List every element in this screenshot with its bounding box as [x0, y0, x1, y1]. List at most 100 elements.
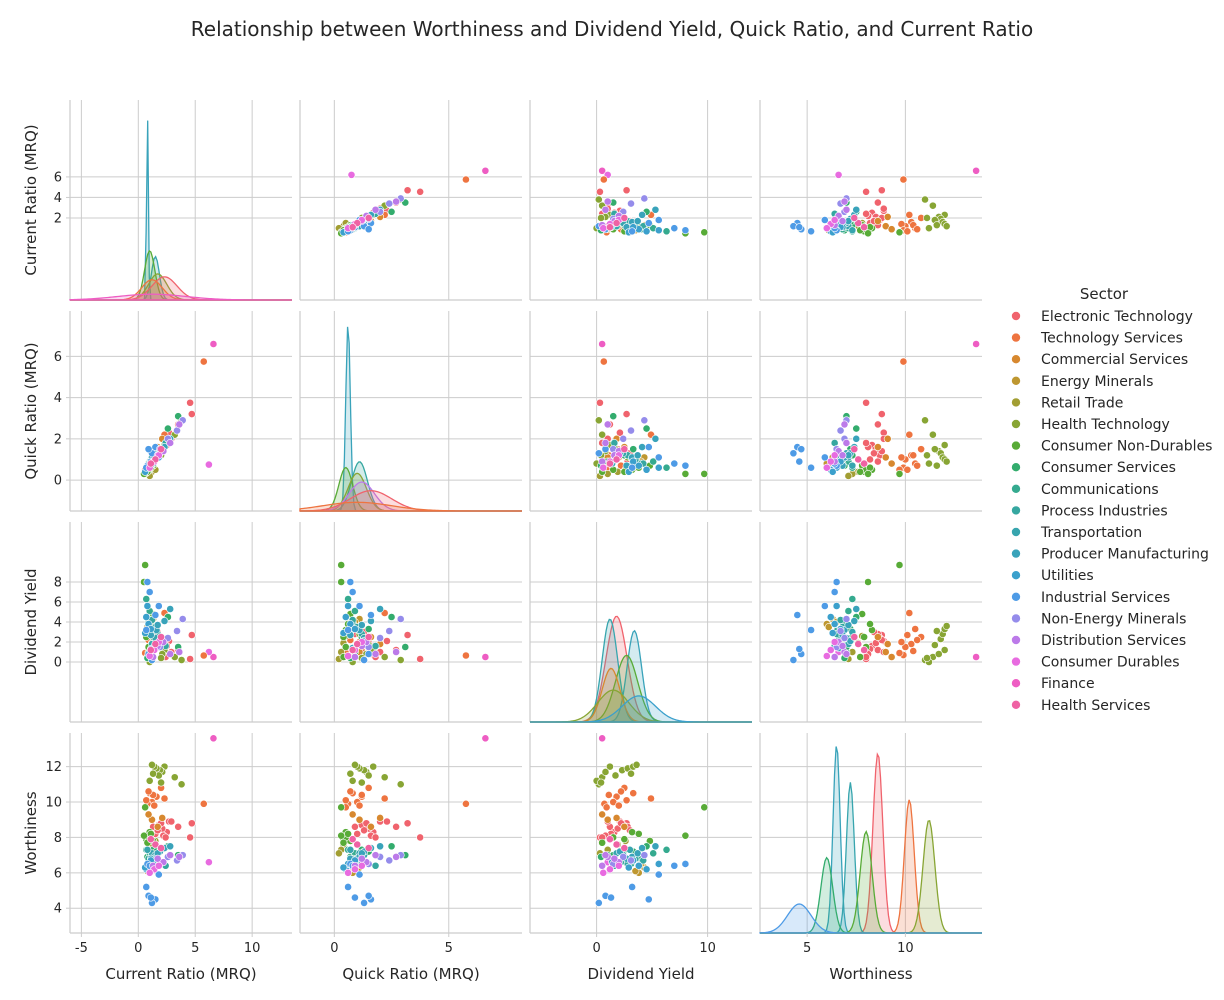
scatter-point [154, 870, 163, 879]
scatter-point [654, 226, 663, 235]
scatter-point [481, 166, 490, 175]
scatter-point [797, 445, 806, 454]
scatter-point [852, 605, 861, 613]
scatter-point [204, 460, 213, 469]
y-tick-label: 2 [54, 432, 62, 447]
x-tick-label: 10 [699, 941, 716, 956]
scatter-point [146, 835, 155, 844]
scatter-point [917, 445, 925, 454]
scatter-point [628, 828, 637, 837]
y-tick-label: 4 [54, 191, 62, 206]
scatter-point [596, 398, 604, 407]
scatter-point [633, 217, 642, 225]
scatter-point [634, 861, 643, 870]
scatter-point [617, 787, 625, 796]
legend-item: Consumer Services [1011, 460, 1176, 476]
scatter-point [619, 434, 628, 443]
legend-label: Utilities [1041, 568, 1094, 584]
scatter-point [647, 794, 655, 803]
panel-worthiness-vs-worthiness: 5 10 Worthiness [759, 733, 982, 983]
legend-item: Health Services [1011, 698, 1150, 714]
scatter-point [838, 217, 847, 225]
scatter-point [144, 445, 153, 454]
scatter-point [895, 649, 904, 657]
scatter-point [611, 771, 620, 780]
scatter-point [596, 187, 604, 196]
scatter-point [166, 650, 175, 658]
scatter-point [822, 463, 831, 472]
scatter-point [166, 439, 175, 447]
scatter-point [383, 637, 391, 645]
scatter-point [598, 166, 607, 175]
scatter-point [601, 851, 610, 860]
scatter-point [594, 899, 603, 907]
scatter-point [607, 893, 615, 902]
scatter-point [923, 214, 931, 222]
legend-label: Health Technology [1041, 417, 1170, 433]
scatter-point [620, 822, 629, 831]
scatter-point [854, 640, 863, 648]
scatter-point [403, 186, 412, 195]
y-tick-label: 6 [54, 170, 62, 185]
scatter-point [928, 430, 937, 439]
scatter-point [364, 650, 373, 658]
kde-curve [300, 326, 522, 512]
legend-swatch [1011, 332, 1021, 343]
scatter-point [145, 868, 154, 877]
legend-label: Producer Manufacturing [1041, 547, 1209, 563]
panel-dividend-vs-worthiness [759, 522, 982, 723]
scatter-point [157, 778, 165, 787]
scatter-point [620, 214, 629, 222]
panel-current-vs-quick [299, 100, 522, 301]
scatter-point [199, 651, 208, 660]
scatter-point [852, 434, 861, 443]
x-tick-label: 10 [244, 941, 261, 956]
scatter-point [357, 861, 366, 870]
scatter-point [346, 845, 355, 854]
kde-curve [759, 903, 982, 934]
scatter-point [599, 224, 608, 233]
scatter-point [403, 631, 412, 639]
legend-swatch [1011, 699, 1021, 710]
legend-label: Consumer Services [1041, 460, 1176, 476]
scatter-point [840, 197, 849, 206]
scatter-point [628, 227, 637, 236]
scatter-point [209, 734, 218, 743]
scatter-point [629, 789, 638, 798]
scatter-point [146, 646, 155, 654]
scatter-point [632, 760, 641, 769]
scatter-point [830, 638, 839, 646]
scatter-point [396, 780, 405, 789]
scatter-point [144, 810, 153, 819]
scatter-point [840, 420, 849, 429]
scatter-point [932, 627, 941, 635]
scatter-point [371, 833, 380, 842]
scatter-point [633, 451, 642, 460]
scatter-point [830, 653, 839, 661]
scatter-point [142, 595, 151, 603]
scatter-point [150, 801, 159, 810]
scatter-point [357, 854, 366, 863]
scatter-point [351, 653, 359, 661]
scatter-point [826, 646, 835, 654]
scatter-point [789, 656, 798, 664]
scatter-point [700, 803, 709, 812]
y-tick-label: 6 [54, 596, 62, 611]
legend-item: Transportation [1011, 525, 1142, 541]
scatter-point [351, 893, 359, 902]
scatter-point [638, 844, 647, 852]
legend-swatch [1011, 311, 1021, 321]
scatter-point [151, 611, 160, 619]
scatter-point [627, 426, 635, 435]
scatter-point [856, 467, 865, 476]
panel-current-vs-current: 2 4 6 Current Ratio (MRQ) [22, 100, 292, 301]
scatter-point [681, 226, 690, 235]
scatter-point [599, 868, 608, 877]
scatter-point [670, 459, 679, 468]
scatter-point [887, 225, 896, 234]
scatter-point [199, 357, 208, 366]
scatter-point [830, 451, 839, 460]
scatter-point [629, 445, 638, 454]
scatter-point [353, 840, 362, 849]
panel-dividend-vs-quick [299, 522, 522, 723]
